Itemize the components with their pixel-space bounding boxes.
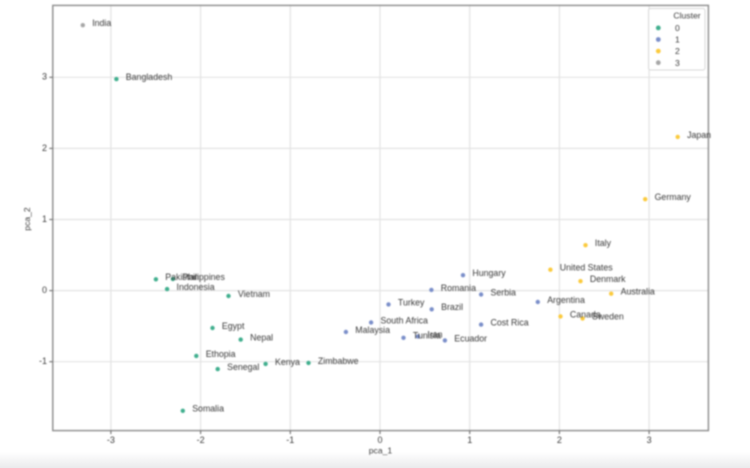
svg-text:South Africa: South Africa <box>381 315 429 325</box>
svg-text:Romania: Romania <box>441 283 476 293</box>
svg-text:3: 3 <box>647 435 652 445</box>
svg-text:Egypt: Egypt <box>222 321 245 331</box>
svg-text:Bangladesh: Bangladesh <box>126 72 173 82</box>
svg-text:Senegal: Senegal <box>227 362 259 372</box>
svg-text:Iran: Iran <box>427 329 442 339</box>
svg-text:Serbia: Serbia <box>491 287 517 297</box>
svg-text:Italy: Italy <box>595 238 612 248</box>
svg-text:Pakistan: Pakistan <box>165 272 199 282</box>
svg-text:Kenya: Kenya <box>275 357 300 367</box>
svg-text:Malaysia: Malaysia <box>355 325 390 335</box>
svg-text:Ethopia: Ethopia <box>206 349 236 359</box>
svg-text:0: 0 <box>42 285 47 295</box>
svg-text:Vietnam: Vietnam <box>238 289 270 299</box>
svg-text:-1: -1 <box>286 435 294 445</box>
svg-text:1: 1 <box>42 214 47 224</box>
svg-text:Turkey: Turkey <box>398 297 425 307</box>
svg-text:1: 1 <box>675 35 680 45</box>
svg-text:Philippines: Philippines <box>182 272 225 282</box>
svg-text:Sweden: Sweden <box>592 311 624 321</box>
svg-text:2: 2 <box>675 46 680 56</box>
svg-text:Tunisia: Tunisia <box>413 331 441 341</box>
svg-text:-1: -1 <box>39 356 47 366</box>
svg-text:2: 2 <box>42 143 47 153</box>
svg-text:3: 3 <box>42 72 47 82</box>
svg-text:0: 0 <box>675 23 680 33</box>
svg-text:3: 3 <box>675 58 680 68</box>
svg-text:Germany: Germany <box>655 192 692 202</box>
svg-text:Indonesia: Indonesia <box>177 282 215 292</box>
svg-text:2: 2 <box>557 435 562 445</box>
svg-text:Argentina: Argentina <box>547 295 585 305</box>
svg-text:Brazil: Brazil <box>441 302 463 312</box>
svg-text:Ecuador: Ecuador <box>454 333 487 343</box>
svg-text:Canada: Canada <box>570 309 601 319</box>
svg-text:-3: -3 <box>107 435 115 445</box>
svg-text:Cluster: Cluster <box>673 10 700 20</box>
svg-text:Cost Rica: Cost Rica <box>491 318 529 328</box>
svg-text:0: 0 <box>377 435 382 445</box>
svg-text:-2: -2 <box>197 435 205 445</box>
svg-text:Australia: Australia <box>621 287 655 297</box>
svg-text:Hungary: Hungary <box>472 268 506 278</box>
svg-text:pca_2: pca_2 <box>22 207 32 231</box>
svg-text:Somalia: Somalia <box>192 404 224 414</box>
svg-text:India: India <box>92 18 111 28</box>
svg-text:Denmark: Denmark <box>590 274 626 284</box>
svg-text:United States: United States <box>560 263 613 273</box>
svg-text:Japan: Japan <box>687 130 711 140</box>
svg-text:Zimbabwe: Zimbabwe <box>318 356 359 366</box>
svg-text:pca_1: pca_1 <box>369 446 393 456</box>
svg-text:1: 1 <box>467 435 472 445</box>
svg-text:Nepal: Nepal <box>250 333 273 343</box>
